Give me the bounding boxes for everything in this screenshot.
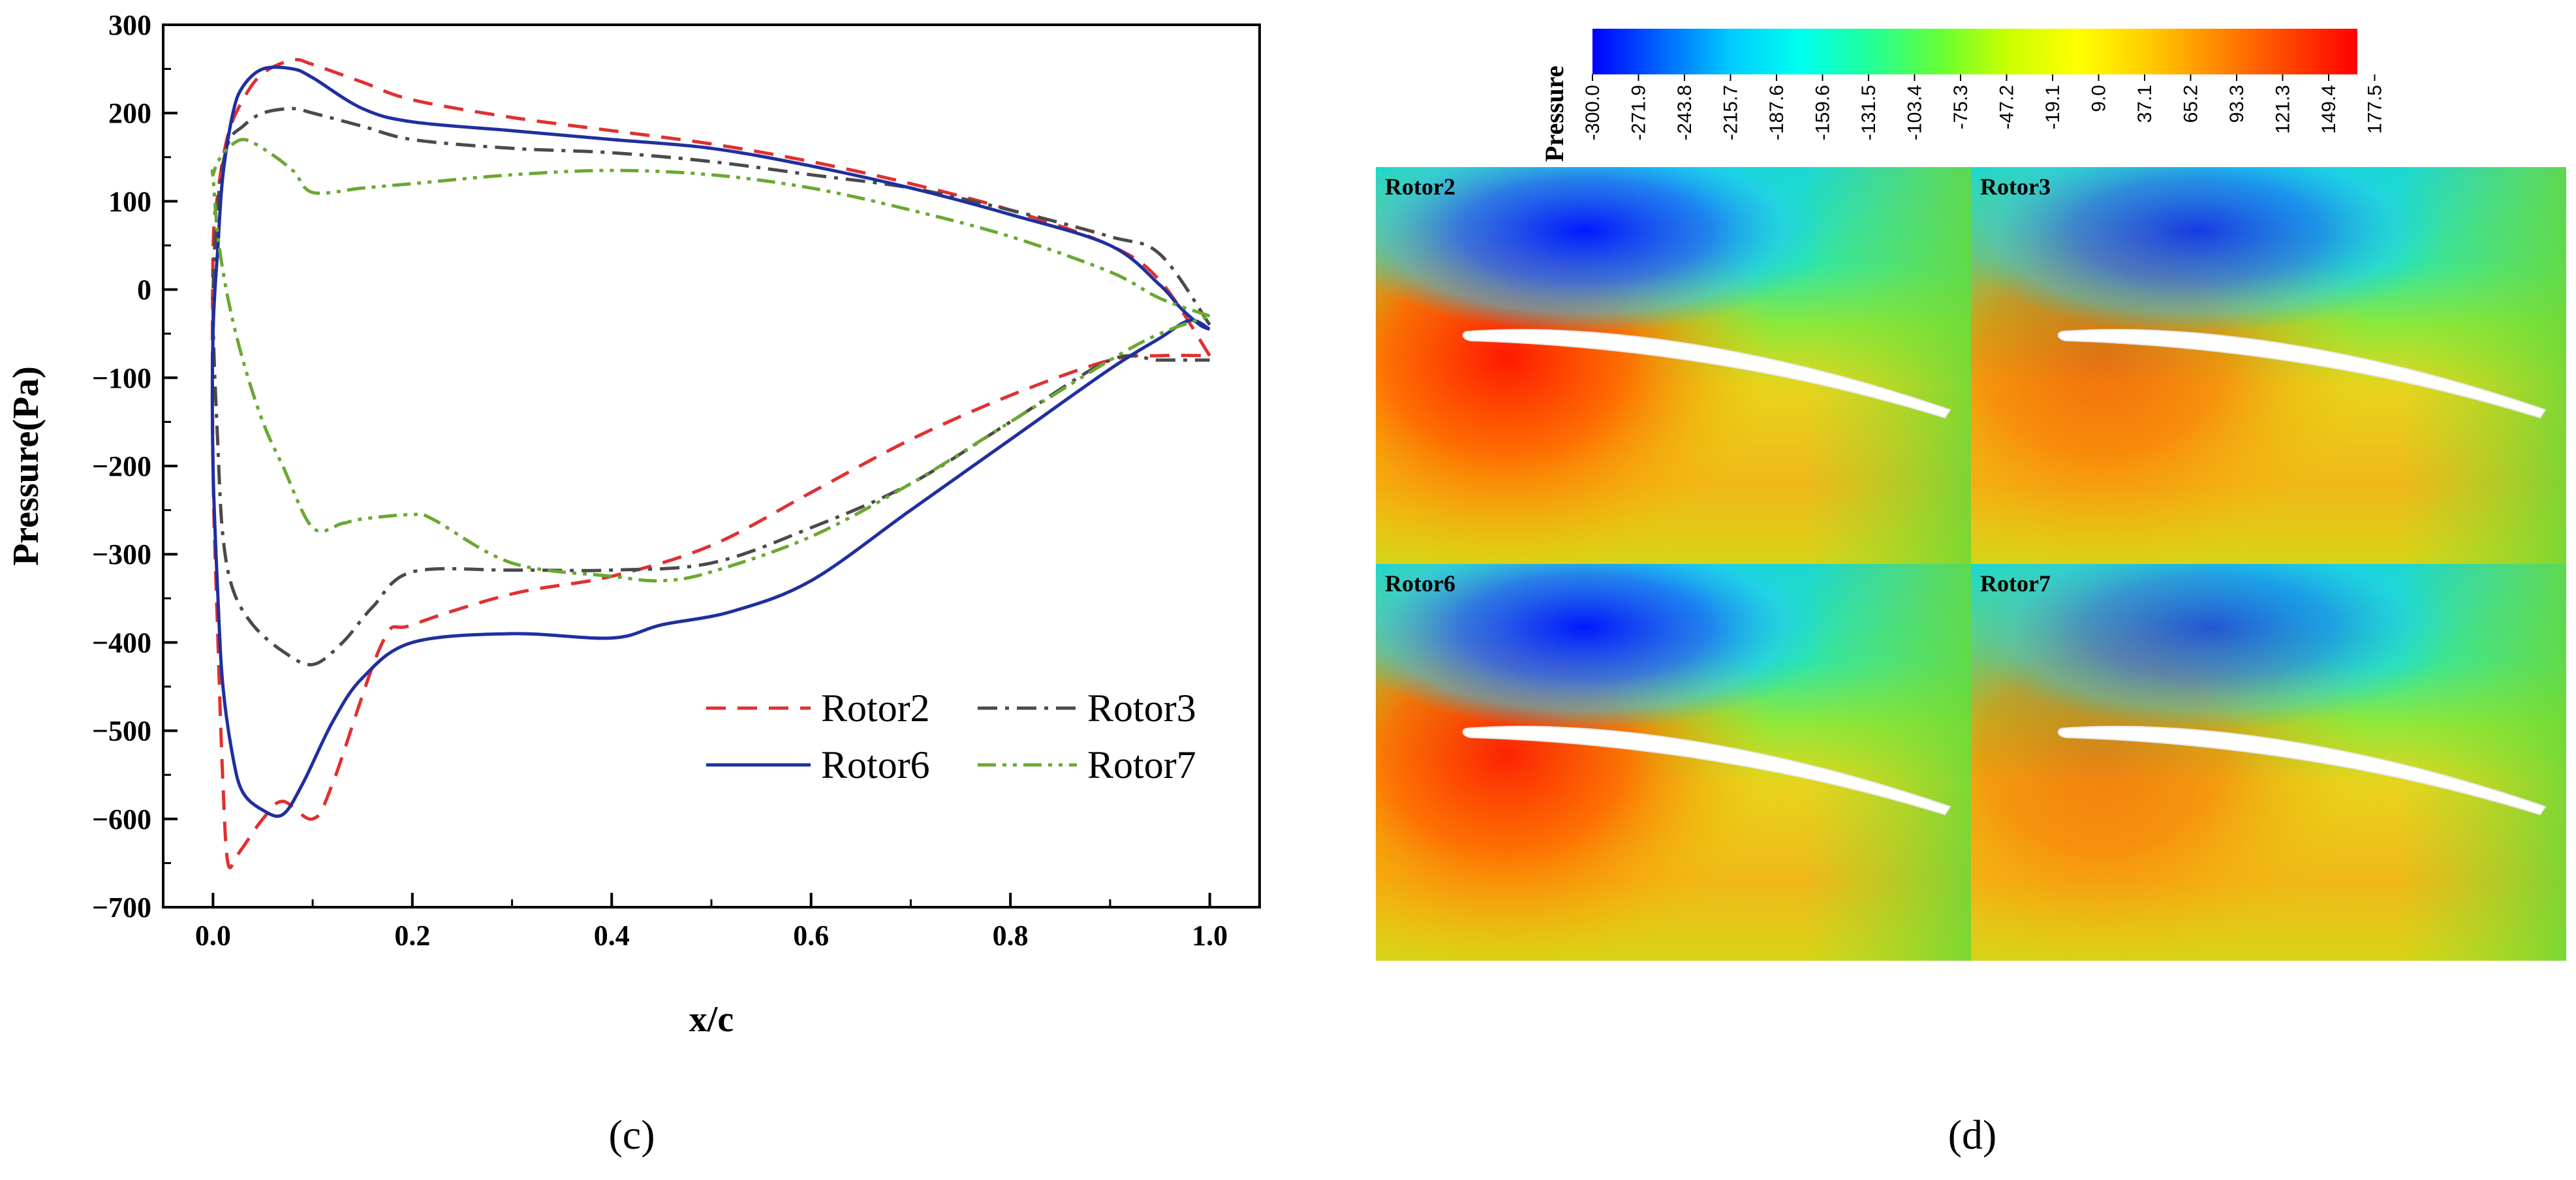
colorbar-tick-label: -187.6 [1766,85,1788,140]
colorbar-tick-label: -131.5 [1858,85,1880,140]
y-tick-label: −400 [92,627,151,659]
colorbar-title: Pressure [1540,66,1569,162]
series-lines [210,57,1211,869]
y-tick-label: 300 [108,9,151,41]
y-tick-label: 200 [108,97,151,129]
y-tick-label: 100 [108,185,151,217]
contour-panel-rotor7: Rotor7 [1971,564,2566,961]
y-axis: 300 200 100 0 −100 −200 −300 −400 −500 −600 −700 [92,9,178,924]
legend: Rotor2 Rotor3 Rotor6 Rotor7 [706,687,1196,786]
colorbar-tick-label: -103.4 [1904,85,1926,140]
colorbar-tick-label: 37.1 [2134,85,2156,123]
suction-side-low [1971,564,2461,731]
blade-airfoil [1462,329,1951,419]
colorbar-gradient [1592,29,2357,74]
colorbar-tick-label: -75.3 [1950,85,1972,129]
contour-panel-label: Rotor3 [1980,174,2051,200]
y-axis-title: Pressure(Pa) [6,366,46,566]
series-line-rotor2 [210,57,1211,869]
y-tick-label: −600 [92,803,151,835]
suction-side-low [1376,564,1835,731]
contour-panel-label: Rotor6 [1385,570,1455,597]
y-tick-label: −500 [92,715,151,747]
y-tick-label: −100 [92,362,151,394]
contour-panel-rotor2: Rotor2 [1376,167,1971,564]
colorbar-tick-label: 149.4 [2318,85,2340,134]
panel-label-c: (c) [608,1111,655,1158]
contour-figure: -300.0 -271.9 -243.8 -215.7 -187.6 -159.6 -131… [1376,29,2566,1158]
colorbar-tick-label: -271.9 [1628,85,1650,140]
x-tick-label: 0.4 [594,920,630,952]
x-tick-label: 1.0 [1192,920,1228,952]
y-tick-label: 0 [137,274,151,306]
y-tick-label: −200 [92,450,151,482]
contour-panel-rotor3: Rotor3 [1971,167,2566,564]
series-line-rotor7 [210,138,1211,583]
legend-label-rotor6: Rotor6 [821,743,930,786]
panel-label-d: (d) [1948,1111,1997,1158]
x-tick-label: 0.0 [195,920,231,952]
y-tick-label: −700 [92,892,151,924]
series-line-rotor3 [211,106,1211,666]
legend-label-rotor3: Rotor3 [1087,687,1196,730]
series-line-rotor6 [210,65,1211,818]
x-axis: 0.0 0.2 0.4 0.6 0.8 1.0 [195,893,1228,952]
contour-panel-label: Rotor7 [1980,570,2051,597]
x-tick-label: 0.8 [993,920,1029,952]
colorbar-tick-label: 177.5 [2365,85,2386,134]
colorbar-tick-label: 121.3 [2273,85,2294,134]
colorbar-tick-label: -47.2 [1996,85,2018,129]
x-tick-label: 0.6 [793,920,829,952]
colorbar-tick-label: -300.0 [1582,85,1604,140]
colorbar-tick-label: -215.7 [1720,85,1742,140]
colorbar-tick-label: 93.3 [2226,85,2248,123]
x-axis-title: x/c [689,999,734,1040]
legend-label-rotor7: Rotor7 [1087,743,1196,786]
legend-label-rotor2: Rotor2 [821,687,930,730]
blade-airfoil [2057,329,2547,419]
suction-side-low [1376,167,1835,334]
colorbar-tick-label: 65.2 [2180,85,2202,123]
colorbar-tick-label: -159.6 [1812,85,1834,140]
y-tick-label: −300 [92,538,151,570]
suction-side-low [1971,167,2447,334]
blade-airfoil [1462,726,1951,816]
colorbar-tick-label: -243.8 [1674,85,1696,140]
contour-panel-label: Rotor2 [1385,174,1455,200]
contour-panels: Rotor2 Rotor3 Rotor6 Rotor7 [1376,167,2566,961]
contour-panel-rotor6: Rotor6 [1376,564,1971,961]
colorbar: -300.0 -271.9 -243.8 -215.7 -187.6 -159.6 -131… [1582,29,2386,140]
colorbar-tick-label: -19.1 [2042,85,2064,129]
blade-airfoil [2057,726,2547,816]
colorbar-tick-label: 9.0 [2088,85,2110,112]
line-chart: 0.0 0.2 0.4 0.6 0.8 1.0 300 200 100 0 −100 −200 −30… [6,9,1261,1158]
x-tick-label: 0.2 [394,920,430,952]
